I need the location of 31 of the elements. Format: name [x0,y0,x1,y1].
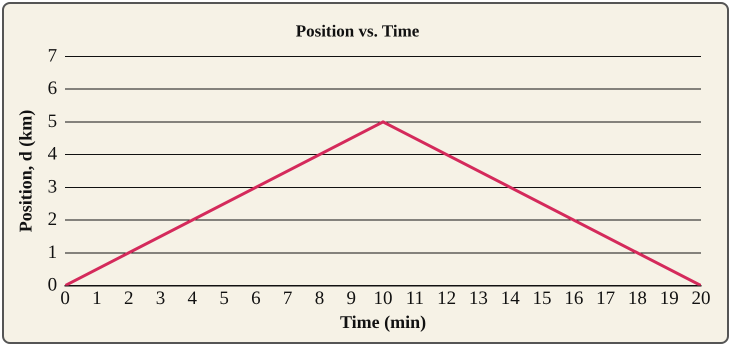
y-tick-label: 0 [48,274,58,296]
x-tick-label: 3 [156,288,166,309]
y-axis-title: Position, d (km) [15,110,36,232]
x-tick-label: 9 [346,288,356,309]
x-tick-label: 2 [124,288,134,309]
x-tick-label: 11 [406,288,424,309]
x-tick-label: 20 [692,288,710,309]
x-tick-label: 16 [564,288,584,309]
x-tick-label: 1 [92,288,102,309]
x-tick-label: 7 [282,288,292,309]
x-tick-label: 13 [468,288,488,309]
x-tick-label: 15 [532,288,552,309]
x-tick-label: 12 [437,288,456,309]
x-tick-label: 5 [219,288,229,309]
y-tick-label: 6 [48,78,58,100]
x-tick-label: 14 [500,288,520,309]
x-tick-label: 17 [596,288,616,309]
y-tick-label: 3 [48,176,58,198]
x-tick-label: 8 [314,288,324,309]
x-tick-label: 6 [251,288,261,309]
x-tick-label: 10 [374,288,393,309]
x-tick-label: 4 [188,288,198,309]
y-tick-label: 4 [48,144,58,165]
y-tick-label: 5 [48,110,58,132]
chart-title: Position vs. Time [296,22,420,41]
y-tick-label: 7 [48,45,58,66]
x-tick-label: 19 [660,288,679,309]
y-tick-label: 2 [48,209,58,230]
x-tick-label: 18 [628,288,647,309]
y-tick-label: 1 [48,242,58,263]
x-axis-title: Time (min) [340,312,426,332]
